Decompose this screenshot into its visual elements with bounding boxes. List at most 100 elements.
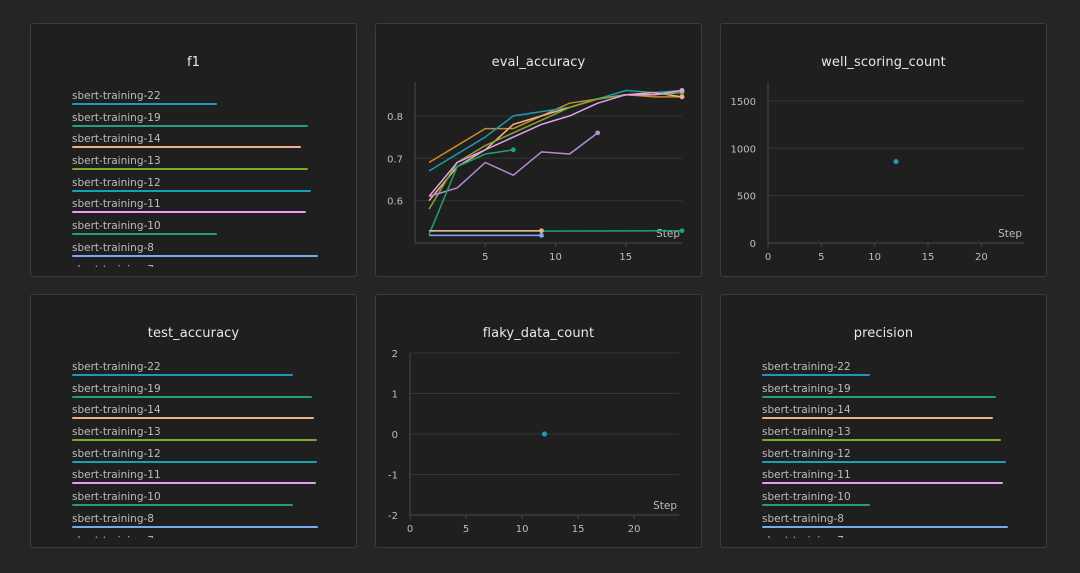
well-scoring-count-chart[interactable]: 0 500 1000 1500 0 5 10 15 20 Step [721, 24, 1047, 277]
f1-bar-list[interactable]: sbert-training-22 sbert-training-19 sbert-… [72, 89, 342, 267]
bar-label: sbert-training-19 [762, 382, 851, 395]
bar-row[interactable]: sbert-training-13 [72, 425, 342, 447]
bar-row[interactable]: sbert-training-14 [762, 403, 1032, 425]
x-tick-label: 5 [482, 252, 488, 263]
f1-panel[interactable]: f1 sbert-training-22 sbert-training-19 sbe… [30, 23, 357, 277]
bar-row[interactable]: sbert-training-10 [72, 490, 342, 512]
series-line [428, 149, 514, 235]
bar [72, 146, 301, 149]
bar-row[interactable]: sbert-training-19 [72, 111, 342, 133]
bar-row[interactable]: sbert-training-10 [762, 490, 1032, 512]
bar [72, 233, 218, 236]
bar-row[interactable]: sbert-training-19 [762, 382, 1032, 404]
bar [762, 417, 994, 420]
bar-row[interactable]: sbert-training-13 [72, 154, 342, 176]
bar [72, 103, 218, 105]
bar-row[interactable]: sbert-training-22 [72, 360, 342, 382]
bar-row[interactable]: sbert-training-7 [72, 534, 342, 539]
bar-label: sbert-training-13 [72, 426, 161, 439]
series-endpoint [679, 228, 685, 234]
bar-row[interactable]: sbert-training-11 [762, 468, 1032, 490]
bar [72, 482, 316, 485]
bar-row[interactable]: sbert-training-12 [72, 176, 342, 198]
bar-label: sbert-training-8 [72, 512, 154, 525]
series-endpoint [539, 228, 544, 234]
bar-row[interactable]: sbert-training-10 [72, 219, 342, 241]
bar [72, 254, 318, 257]
bar-row[interactable]: sbert-training-12 [72, 447, 342, 469]
x-tick-label: 20 [975, 252, 988, 263]
bar-row[interactable]: sbert-training-22 [72, 89, 342, 111]
bar-row[interactable]: sbert-training-8 [72, 241, 342, 263]
bar-label: sbert-training-14 [762, 404, 851, 417]
bar-label: sbert-training-12 [72, 447, 161, 460]
bar-row[interactable]: sbert-training-19 [72, 382, 342, 404]
bar [72, 374, 294, 376]
bar-label: sbert-training-14 [72, 404, 161, 417]
bar [762, 460, 1006, 463]
bar [72, 189, 311, 192]
bar-label: sbert-training-11 [72, 469, 161, 482]
test-accuracy-bar-list[interactable]: sbert-training-22 sbert-training-19 sbert-… [72, 360, 342, 538]
precision-panel[interactable]: precision sbert-training-22 sbert-trainin… [720, 294, 1047, 548]
bar-row[interactable]: sbert-training-14 [72, 132, 342, 154]
x-tick-label: 15 [572, 524, 585, 535]
bar-label: sbert-training-8 [72, 241, 154, 254]
x-tick-label: 15 [922, 252, 935, 263]
eval-accuracy-panel[interactable]: eval_accuracy 0.6 0.7 0.8 5 10 15 Step [375, 23, 702, 277]
x-tick-label: 20 [628, 524, 641, 535]
y-tick-label: 0 [392, 430, 398, 441]
well-scoring-count-panel[interactable]: well_scoring_count 0 500 1000 1500 0 5 10 15 20 S… [720, 23, 1047, 277]
bar-label: sbert-training-19 [72, 382, 161, 395]
y-tick-label: 2 [392, 349, 398, 360]
bar-row[interactable]: sbert-training-14 [72, 403, 342, 425]
bar-row[interactable]: sbert-training-22 [762, 360, 1032, 382]
bar-label: sbert-training-11 [72, 198, 161, 211]
series-endpoint [679, 88, 685, 93]
bar-label: sbert-training-12 [72, 176, 161, 189]
x-axis-label: Step [653, 500, 677, 512]
panel-title: test_accuracy [147, 326, 240, 341]
x-tick-label: 0 [407, 524, 413, 535]
y-tick-label: -1 [388, 471, 398, 482]
bar-row[interactable]: sbert-training-11 [72, 468, 342, 490]
y-tick-label: 1500 [731, 97, 756, 108]
series-endpoint [679, 94, 685, 100]
bar-row[interactable]: sbert-training-12 [762, 447, 1032, 469]
bar-label: sbert-training-8 [762, 512, 844, 525]
bar-row[interactable]: sbert-training-8 [72, 512, 342, 534]
bar [762, 374, 871, 376]
bar-row[interactable]: sbert-training-8 [762, 512, 1032, 534]
y-tick-label: 0.8 [387, 112, 403, 123]
bar-label: sbert-training-19 [72, 111, 161, 124]
bar-label: sbert-training-22 [72, 361, 161, 373]
bar-row[interactable]: sbert-training-11 [72, 197, 342, 219]
bar [72, 417, 315, 420]
x-axis-label: Step [656, 228, 680, 240]
x-tick-label: 10 [516, 524, 529, 535]
bar [72, 124, 309, 127]
bar-label: sbert-training-22 [72, 90, 161, 102]
series-endpoint [539, 232, 544, 238]
bar-row[interactable]: sbert-training-7 [72, 263, 342, 268]
x-tick-label: 5 [818, 252, 824, 263]
test-accuracy-panel[interactable]: test_accuracy sbert-training-22 sbert-tra… [30, 294, 357, 548]
panel-title: well_scoring_count [821, 55, 946, 70]
bar-label: sbert-training-14 [72, 133, 161, 146]
y-tick-label: 1000 [731, 144, 756, 155]
bar-row[interactable]: sbert-training-13 [762, 425, 1032, 447]
bar-label: sbert-training-10 [72, 220, 161, 233]
data-point [541, 431, 548, 437]
series-endpoint [595, 130, 601, 136]
precision-bar-list[interactable]: sbert-training-22 sbert-training-19 sbert-… [762, 360, 1032, 538]
x-tick-label: 5 [463, 524, 469, 535]
bar-label: sbert-training-22 [762, 361, 851, 373]
y-tick-label: 0.7 [387, 154, 403, 165]
y-tick-label: 1 [392, 390, 398, 401]
bar-row[interactable]: sbert-training-7 [762, 534, 1032, 539]
bar [72, 525, 318, 528]
flaky-data-count-panel[interactable]: flaky_data_count -2 -1 0 1 2 0 5 10 15 20 Step [375, 294, 702, 548]
eval-accuracy-chart[interactable]: 0.6 0.7 0.8 5 10 15 Step [376, 24, 702, 277]
series-line [428, 89, 683, 172]
